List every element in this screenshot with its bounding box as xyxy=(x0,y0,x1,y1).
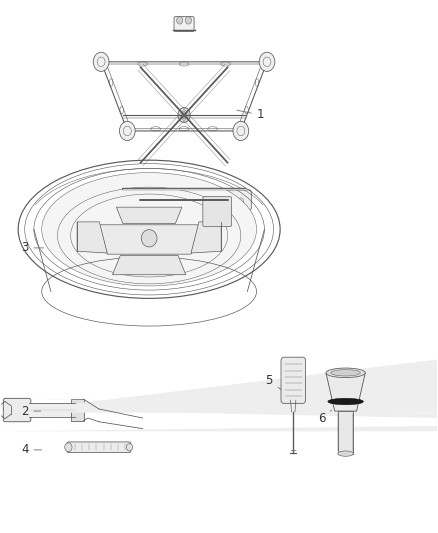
Circle shape xyxy=(233,122,249,141)
FancyBboxPatch shape xyxy=(4,398,31,422)
Ellipse shape xyxy=(338,451,353,456)
FancyBboxPatch shape xyxy=(117,190,147,210)
Bar xyxy=(338,411,353,454)
Polygon shape xyxy=(1,399,438,422)
FancyBboxPatch shape xyxy=(174,17,194,31)
Ellipse shape xyxy=(42,173,257,286)
Circle shape xyxy=(181,112,187,118)
Circle shape xyxy=(120,122,135,141)
FancyBboxPatch shape xyxy=(222,190,251,210)
Text: 2: 2 xyxy=(21,405,41,417)
Text: 1: 1 xyxy=(237,109,264,122)
Bar xyxy=(71,399,84,421)
Polygon shape xyxy=(117,207,182,224)
Text: 4: 4 xyxy=(21,443,42,456)
Ellipse shape xyxy=(331,369,360,376)
Ellipse shape xyxy=(141,230,157,247)
Polygon shape xyxy=(1,413,438,431)
Circle shape xyxy=(259,52,275,71)
Polygon shape xyxy=(1,360,438,413)
Polygon shape xyxy=(191,222,221,253)
Ellipse shape xyxy=(328,398,364,405)
Circle shape xyxy=(177,17,183,24)
Text: 6: 6 xyxy=(318,410,332,424)
Polygon shape xyxy=(326,373,365,411)
Text: 5: 5 xyxy=(265,374,281,390)
Circle shape xyxy=(127,443,133,451)
Polygon shape xyxy=(113,255,186,274)
Circle shape xyxy=(93,52,109,71)
Text: 3: 3 xyxy=(21,241,44,254)
Polygon shape xyxy=(1,409,438,429)
Circle shape xyxy=(178,108,190,123)
Polygon shape xyxy=(99,225,199,254)
Circle shape xyxy=(65,443,72,451)
FancyBboxPatch shape xyxy=(281,357,305,403)
FancyBboxPatch shape xyxy=(203,197,232,227)
Ellipse shape xyxy=(326,368,365,377)
FancyBboxPatch shape xyxy=(67,442,131,453)
Circle shape xyxy=(185,17,191,24)
Polygon shape xyxy=(77,222,107,253)
